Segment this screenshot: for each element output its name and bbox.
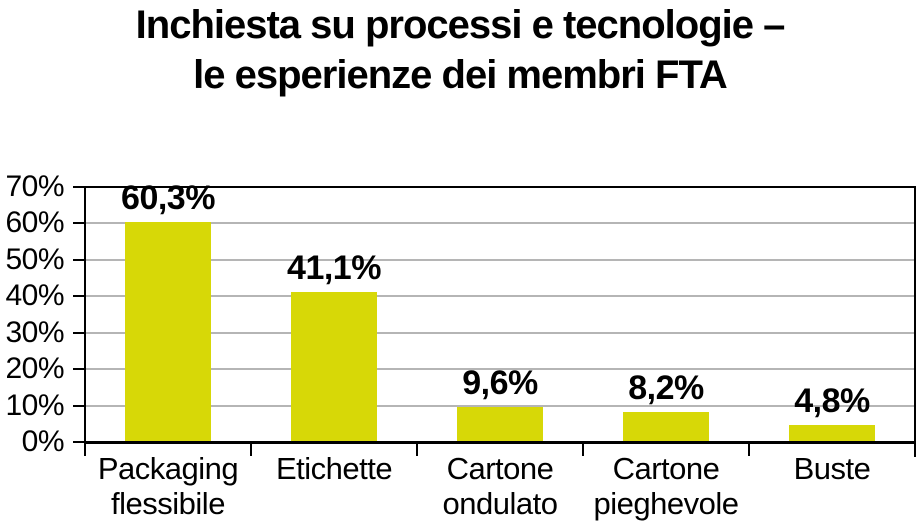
bar-value-label: 8,2% [628, 369, 704, 408]
bar-value-label: 4,8% [794, 381, 870, 420]
bar [291, 292, 377, 442]
chart-title-line-1: Inchiesta su processi e tecnologie – [135, 3, 786, 47]
y-axis-tick [73, 295, 85, 298]
y-axis-tick [73, 404, 85, 407]
bar [789, 424, 875, 442]
plot-border-left [84, 186, 86, 443]
category-label: Buste [793, 451, 871, 486]
y-axis-tick-label: 70% [5, 170, 64, 203]
x-axis-tick [582, 442, 584, 456]
gridline [85, 368, 915, 371]
bar-value-label: 41,1% [287, 249, 381, 288]
x-axis-tick [914, 442, 916, 456]
gridline [85, 295, 915, 298]
x-axis-tick [748, 442, 750, 456]
x-axis-tick [84, 442, 86, 456]
bar [457, 407, 543, 442]
y-axis-tick-label: 0% [21, 425, 65, 458]
plot-border-right [914, 186, 916, 457]
category-label: Packaging flessibile [97, 451, 239, 521]
y-axis-tick-label: 60% [5, 206, 64, 240]
x-axis-line [84, 441, 916, 444]
y-axis-tick [73, 258, 85, 261]
y-axis-tick [73, 441, 85, 443]
category-label: Etichette [275, 451, 393, 486]
bar [125, 222, 211, 442]
gridline [85, 404, 915, 407]
gridline [85, 258, 915, 261]
bar [623, 412, 709, 442]
gridline [85, 222, 915, 225]
gridline [85, 331, 915, 334]
y-axis-tick [73, 186, 85, 188]
y-axis-tick-label: 10% [5, 388, 64, 422]
bar-value-label: 60,3% [121, 179, 215, 218]
bar-value-label: 9,6% [462, 364, 538, 403]
chart-title: Inchiesta su processi e tecnologie – le … [0, 0, 920, 100]
y-axis-tick-label: 30% [5, 315, 64, 349]
y-axis-tick [73, 222, 85, 225]
y-axis-tick [73, 368, 85, 371]
y-axis-tick-label: 20% [5, 352, 64, 386]
category-label: Cartone pieghevole [593, 451, 739, 521]
x-axis-tick [250, 442, 252, 456]
x-axis-tick [416, 442, 418, 456]
y-axis-tick [73, 331, 85, 334]
y-axis-tick-label: 40% [5, 279, 64, 313]
plot-border-top [84, 186, 916, 188]
category-label: Cartone ondulato [442, 451, 558, 521]
y-axis-tick-label: 50% [5, 242, 64, 276]
chart-title-line-2: le esperienze dei membri FTA [193, 53, 728, 97]
